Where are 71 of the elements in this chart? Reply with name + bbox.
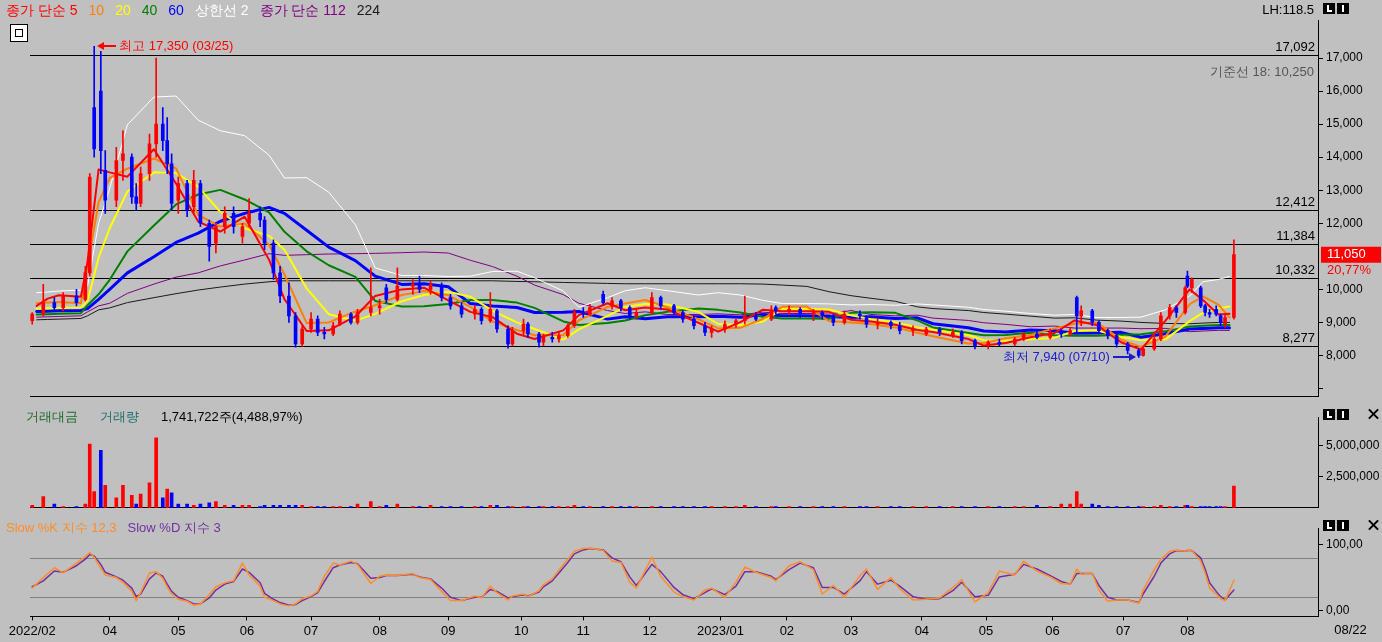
ref-line-label: 11,384	[1276, 227, 1315, 243]
x-tick-label: 10	[514, 622, 529, 638]
bar	[165, 488, 170, 508]
text: Slow %D 지수 3	[127, 520, 221, 536]
bar	[121, 484, 125, 508]
x-tick-label: 02	[779, 622, 795, 638]
y-tick-label: 0,00	[1326, 602, 1350, 617]
y-tick-label: 5,000,000	[1326, 437, 1380, 452]
text: Slow %K 지수 12,3	[6, 520, 117, 536]
y-tick-label: 16,000	[1326, 83, 1364, 98]
x-tick-label: 07	[1116, 622, 1131, 638]
bar	[207, 502, 212, 508]
annotation: 거래대금	[26, 409, 78, 424]
text: 60	[168, 2, 184, 18]
annotation: 거래량	[100, 409, 139, 424]
annotation: 최고 17,350 (03/25)	[119, 38, 234, 54]
text: LH:118.5	[1262, 1, 1314, 17]
y-tick-label: 9,000	[1326, 314, 1357, 329]
text: 상한선 2	[194, 2, 249, 18]
x-tick-label: 05	[978, 622, 994, 638]
text: 종가 단순 112	[259, 2, 346, 18]
x-tick-label: 06	[1045, 622, 1060, 638]
bar	[160, 497, 165, 508]
annotation: 기준선 18: 10,250	[1209, 63, 1314, 79]
y-tick-label: 17,000	[1326, 50, 1364, 65]
text: 40	[141, 2, 158, 18]
x-tick-label: 08	[372, 622, 387, 638]
x-tick-label: 05	[171, 622, 186, 638]
y-tick-label: 2,500,000	[1326, 468, 1380, 483]
x-tick-label: 2022/02	[8, 622, 56, 638]
x-tick-label: 08	[1180, 622, 1195, 638]
bar	[129, 494, 134, 508]
text: 10	[88, 2, 105, 18]
x-tick-label: 11	[576, 622, 591, 638]
text: 20,77%	[1327, 262, 1372, 278]
bar	[41, 496, 46, 508]
bar	[87, 443, 92, 508]
text: 08/22	[1334, 622, 1367, 638]
bar	[154, 437, 158, 508]
x-tick-label: 03	[843, 622, 859, 638]
y-tick-label: 8,000	[1326, 347, 1357, 362]
text: 11,050	[1327, 246, 1366, 262]
y-tick-label: 10,000	[1326, 281, 1364, 296]
x-tick-label: 09	[441, 622, 456, 638]
annotation: 1,741,722주(4,488,97%)	[161, 409, 303, 424]
ref-line-label: 8,277	[1282, 329, 1315, 345]
ref-line-label: 10,332	[1275, 261, 1315, 277]
y-tick-label: 12,000	[1326, 215, 1364, 230]
x-tick-label: 12	[642, 622, 657, 638]
y-tick-label: 14,000	[1326, 149, 1364, 164]
bar	[214, 501, 218, 508]
x-tick-label: 2023/01	[696, 622, 744, 638]
x-tick-label: 04	[102, 622, 117, 638]
text: 224	[356, 2, 381, 18]
bar	[368, 501, 373, 508]
bar	[1074, 491, 1079, 508]
x-tick-label: 06	[239, 622, 255, 638]
text: 20	[115, 2, 131, 18]
text: 종가 단순 5	[6, 2, 78, 18]
bar	[114, 497, 119, 508]
x-tick-label: 04	[914, 622, 930, 638]
bar	[1232, 485, 1236, 508]
y-tick-label: 100,00	[1326, 536, 1364, 551]
ref-line-label: 17,092	[1275, 38, 1315, 54]
bar	[103, 484, 108, 508]
y-tick-label: 13,000	[1326, 182, 1364, 197]
x-tick-label: 07	[303, 622, 319, 638]
bar	[98, 449, 103, 508]
ref-line-label: 12,412	[1275, 193, 1315, 209]
y-tick-label: 15,000	[1326, 116, 1364, 131]
annotation: 최저 7,940 (07/10)	[1002, 349, 1110, 365]
